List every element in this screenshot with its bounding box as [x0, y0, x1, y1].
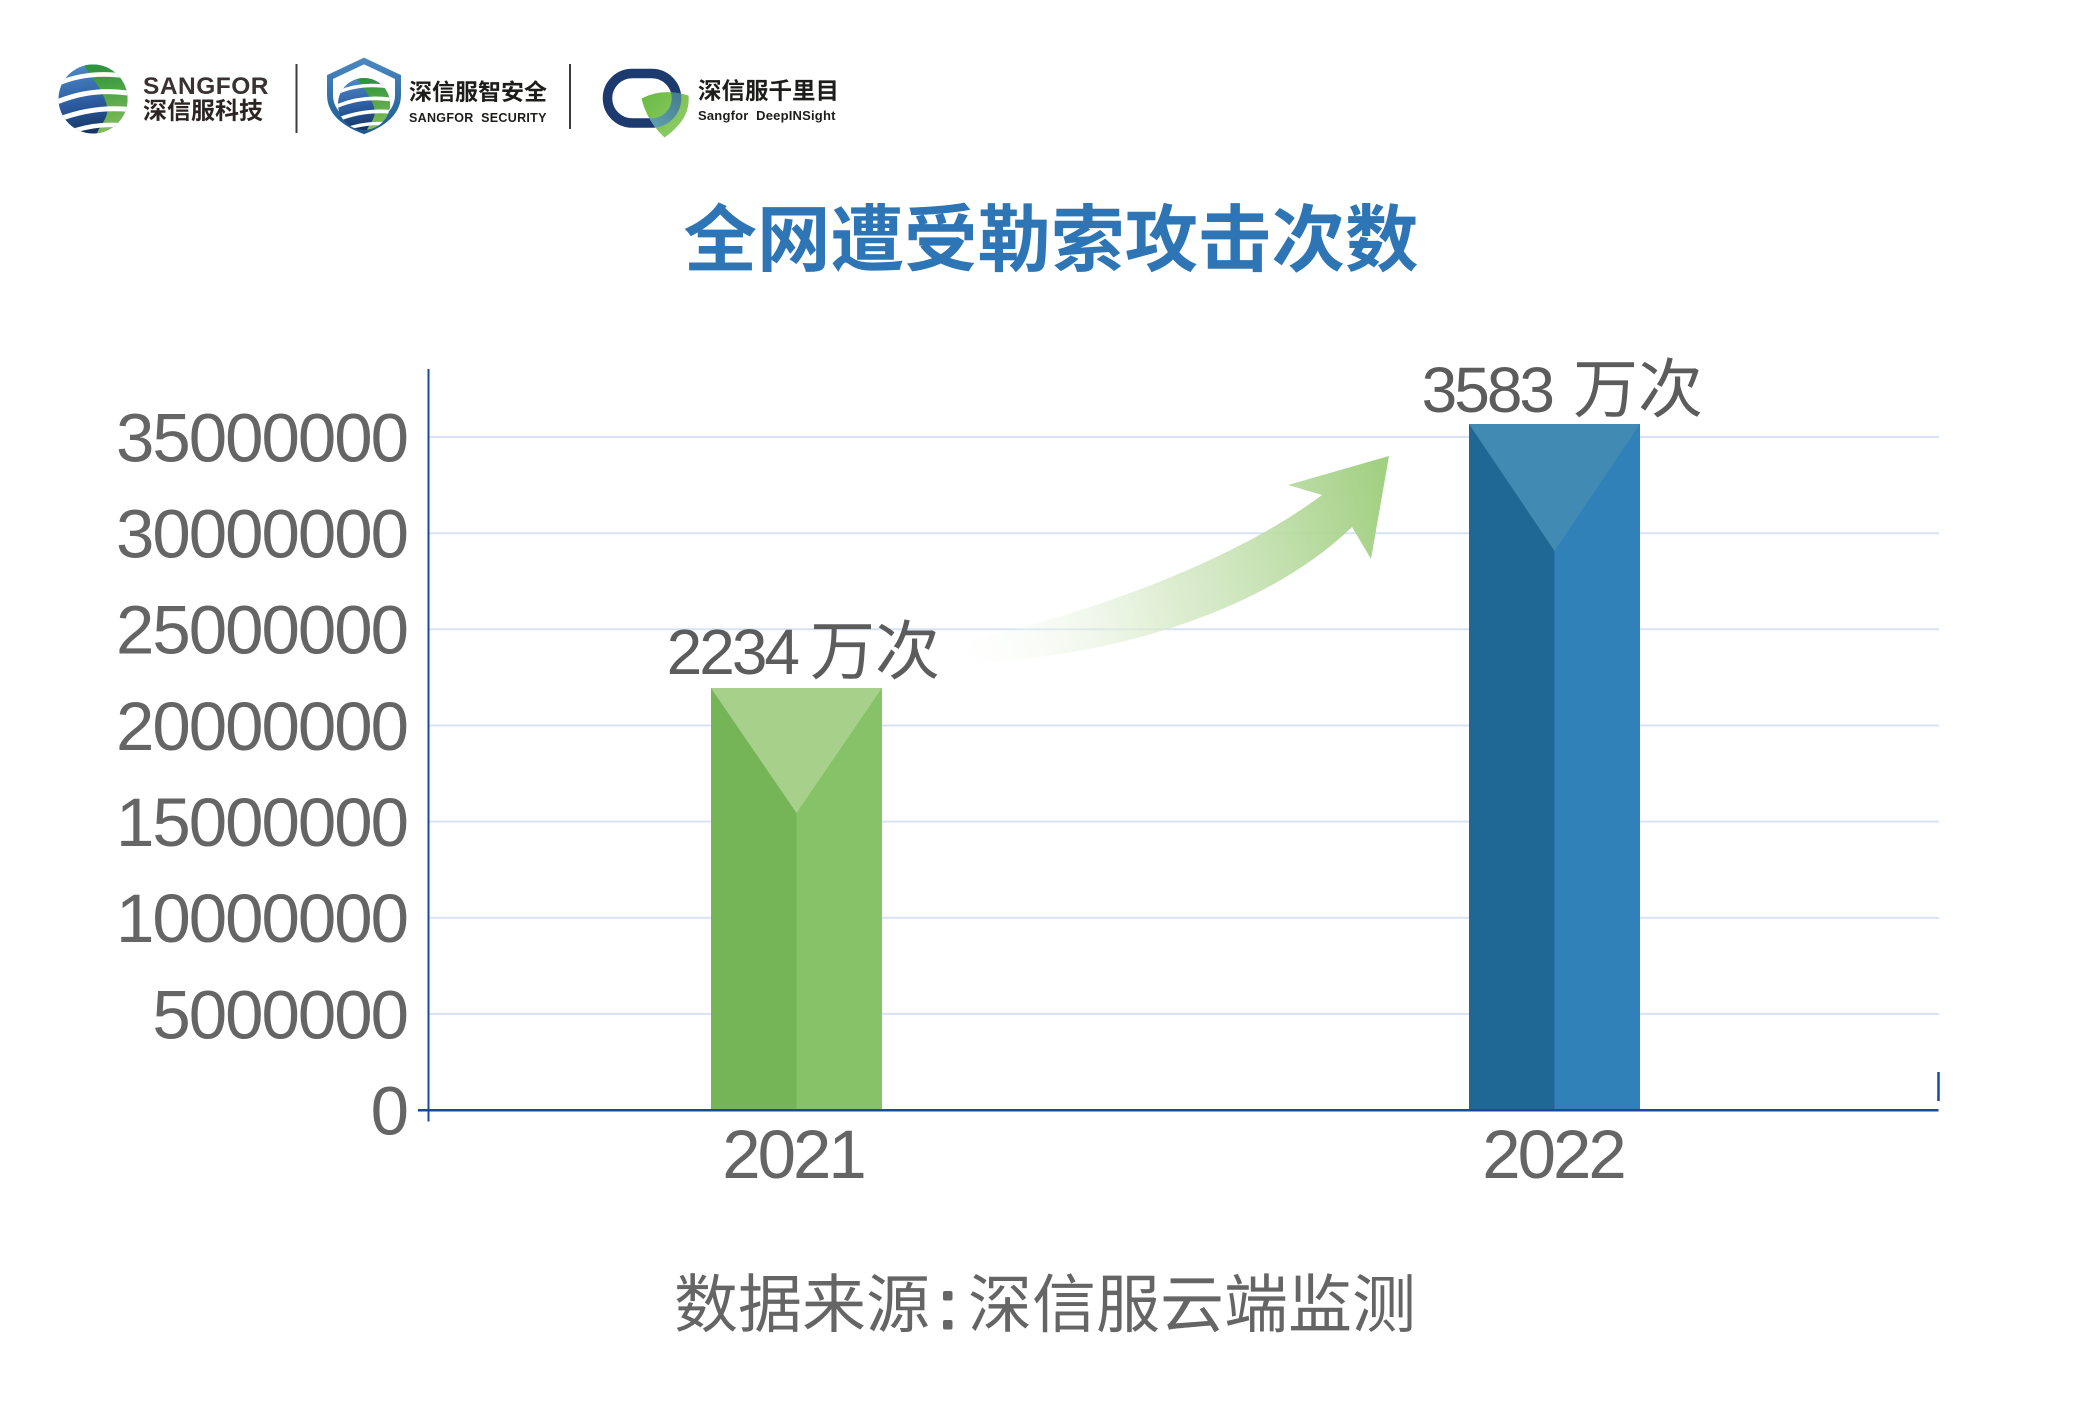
svg-text:2022: 2022 — [1482, 1116, 1624, 1193]
svg-text:2234: 2234 — [667, 616, 799, 688]
svg-text:5000000: 5000000 — [152, 976, 407, 1053]
svg-text:20000000: 20000000 — [116, 688, 407, 765]
svg-text:3583: 3583 — [1422, 354, 1553, 426]
svg-text:Sangfor DeepINSight: Sangfor DeepINSight — [698, 108, 836, 123]
svg-text:SANGFOR: SANGFOR — [143, 73, 269, 100]
svg-text:0: 0 — [371, 1073, 407, 1150]
svg-text:10000000: 10000000 — [116, 880, 407, 957]
svg-text:30000000: 30000000 — [116, 496, 407, 573]
svg-text:15000000: 15000000 — [116, 784, 407, 861]
svg-text:35000000: 35000000 — [116, 399, 407, 476]
svg-text:2021: 2021 — [722, 1116, 864, 1193]
svg-text:25000000: 25000000 — [116, 592, 407, 669]
svg-text:SANGFOR SECURITY: SANGFOR SECURITY — [409, 111, 547, 125]
